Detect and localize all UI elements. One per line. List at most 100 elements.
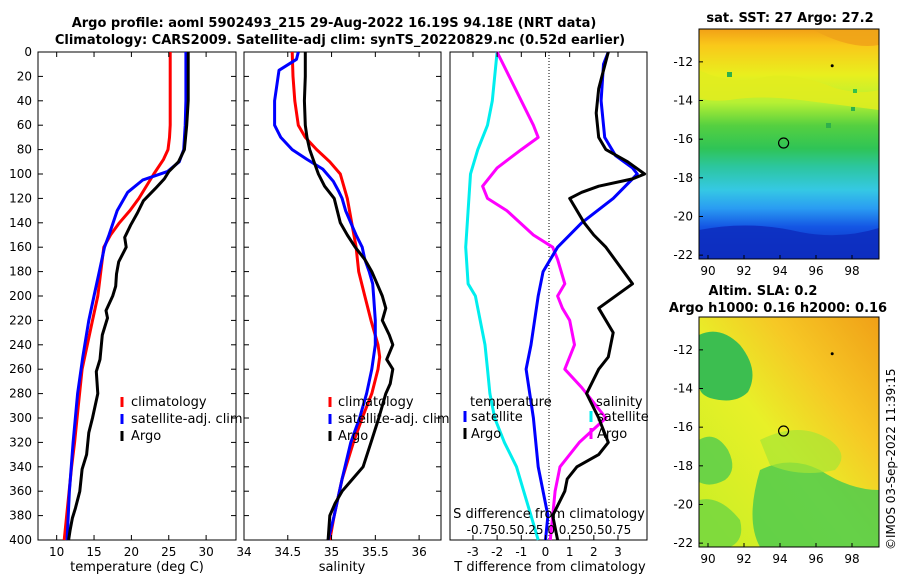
lat-tick-label: -22 <box>673 536 693 550</box>
argo-location-marker <box>777 425 790 437</box>
x-tick-label: -3 <box>467 545 479 559</box>
y-tick-label: 160 <box>9 240 32 254</box>
x-tick-label: 0 <box>542 545 550 559</box>
copyright-timestamp: ©IMOS 03-Sep-2022 11:39:15 <box>884 368 898 550</box>
y-tick-label: 20 <box>17 69 32 83</box>
y-tick-label: 100 <box>9 167 32 181</box>
y-tick-label: 360 <box>9 484 32 498</box>
sla-low-patch <box>699 499 742 547</box>
series-line-salinity-satellite <box>524 51 639 541</box>
lon-tick-label: 96 <box>808 264 823 278</box>
sst-map: sat. SST: 27 Argo: 27.2 90 92 94 96 98 -12 -14… <box>673 11 880 278</box>
legend-title-temperature: temperature <box>470 395 552 410</box>
x-tick-label: 25 <box>161 545 176 559</box>
x-tick-label: 1 <box>566 545 574 559</box>
y-tick-label: 60 <box>17 118 32 132</box>
sla-low-patch <box>699 436 733 485</box>
x-tick-label: -1 <box>515 545 527 559</box>
y-tick-label: 280 <box>9 387 32 401</box>
sla-map-title: Altim. SLA: 0.2 <box>709 284 818 299</box>
lon-tick-label: 98 <box>844 264 859 278</box>
y-tick-label: 140 <box>9 216 32 230</box>
y-tick-label: 260 <box>9 362 32 376</box>
x-tick-label: 35 <box>324 545 339 559</box>
legend-label-salinity-satellite: satellite <box>597 410 649 425</box>
lat-tick-label: -20 <box>673 497 693 511</box>
lon-tick-label: 90 <box>700 264 715 278</box>
lat-tick-label: -22 <box>673 248 693 262</box>
legend-label-climatology: climatology <box>338 395 414 410</box>
lat-tick-label: -18 <box>673 459 693 473</box>
lon-tick-label: 96 <box>808 552 823 566</box>
temperature-axes: 10 15 20 25 30020406080100120140160180200220… <box>9 45 243 575</box>
lon-tick-label: 94 <box>772 552 787 566</box>
y-tick-label: 40 <box>17 94 32 108</box>
temperature-axis-label: temperature (deg C) <box>70 560 204 575</box>
lon-tick-label: 92 <box>736 552 751 566</box>
sst-pixel <box>851 107 855 111</box>
lat-tick-label: -12 <box>673 55 693 69</box>
sst-warm-patch <box>812 29 879 46</box>
salinity-plot-frame <box>243 51 442 541</box>
lat-tick-label: -14 <box>673 94 693 108</box>
sst-pixel <box>727 72 732 77</box>
x-tick-label: 34 <box>236 545 251 559</box>
land-dot <box>830 64 834 68</box>
series-line-satellite-adj-clim <box>273 51 377 541</box>
y-tick-label: 380 <box>9 509 32 523</box>
difference-axis-label: T difference from climatology <box>453 560 646 575</box>
y-tick-label: 200 <box>9 289 32 303</box>
sla-map: Altim. SLA: 0.2 Argo h1000: 0.16 h2000: … <box>669 284 887 566</box>
series-line-climatology <box>290 51 382 541</box>
y-tick-label: 240 <box>9 338 32 352</box>
x-tick-label: 35.5 <box>362 545 389 559</box>
legend-title-salinity: salinity <box>596 395 643 410</box>
sst-map-frame <box>698 28 880 260</box>
lat-tick-label: -12 <box>673 343 693 357</box>
legend-label-temperature-argo: Argo <box>471 427 501 442</box>
x-tick-label: 20 <box>124 545 139 559</box>
y-tick-label: 0 <box>24 45 32 59</box>
salinity-axis-label: salinity <box>319 560 366 575</box>
x-tick-label: 2 <box>590 545 598 559</box>
lon-tick-label: 92 <box>736 264 751 278</box>
legend-label-satellite-adj-clim: satellite-adj. clim <box>131 412 243 427</box>
salinity-difference-axis-label: S difference from climatology <box>453 507 645 522</box>
y-tick-label: 340 <box>9 460 32 474</box>
x-tick-label: 15 <box>86 545 101 559</box>
series-line-salinity-argo <box>551 51 647 541</box>
x-tick-label: 3 <box>614 545 622 559</box>
sst-cold-patch <box>699 225 879 259</box>
lat-tick-label: -14 <box>673 382 693 396</box>
land-dot <box>830 352 834 356</box>
y-tick-label: 300 <box>9 411 32 425</box>
x-tick-label: 36 <box>411 545 426 559</box>
legend-label-argo: Argo <box>338 429 368 444</box>
difference-legend: temperature satellite Argo salinity sate… <box>463 395 649 442</box>
figure-title-line2: Climatology: CARS2009. Satellite-adj cli… <box>55 33 625 48</box>
series-line-argo <box>302 52 395 541</box>
series-line-argo <box>67 52 190 541</box>
sla-map-subtitle: Argo h1000: 0.16 h2000: 0.16 <box>669 301 887 316</box>
sla-low-patch <box>699 331 753 401</box>
legend-label-argo: Argo <box>131 429 161 444</box>
lat-tick-label: -16 <box>673 132 693 146</box>
sst-pixel <box>826 123 831 128</box>
legend-label-satellite-adj-clim: satellite-adj. clim <box>338 412 450 427</box>
sla-low-patch <box>752 462 879 547</box>
salinity-legend: climatology satellite-adj. clim Argo <box>328 395 450 444</box>
y-tick-label: 220 <box>9 313 32 327</box>
y-tick-label: 80 <box>17 143 32 157</box>
legend-label-salinity-argo: Argo <box>597 427 627 442</box>
series-line-climatology <box>62 52 172 541</box>
y-tick-label: 180 <box>9 265 32 279</box>
sla-mid-patch <box>760 430 842 474</box>
y-tick-label: 120 <box>9 191 32 205</box>
y-tick-label: 320 <box>9 435 32 449</box>
sla-map-frame <box>698 316 880 548</box>
x-tick-label: 34.5 <box>274 545 301 559</box>
x-tick-label: 30 <box>198 545 213 559</box>
difference-axes: -3 -2 -1 0 1 2 3 T difference from climatology… <box>449 51 649 575</box>
temperature-legend: climatology satellite-adj. clim Argo <box>120 395 243 444</box>
sst-pixel <box>853 89 857 93</box>
